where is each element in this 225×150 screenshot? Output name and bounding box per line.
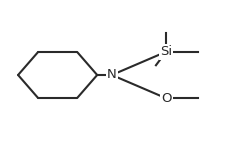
Text: N: N — [106, 69, 116, 81]
Text: Si: Si — [159, 45, 171, 58]
Text: O: O — [160, 92, 171, 105]
